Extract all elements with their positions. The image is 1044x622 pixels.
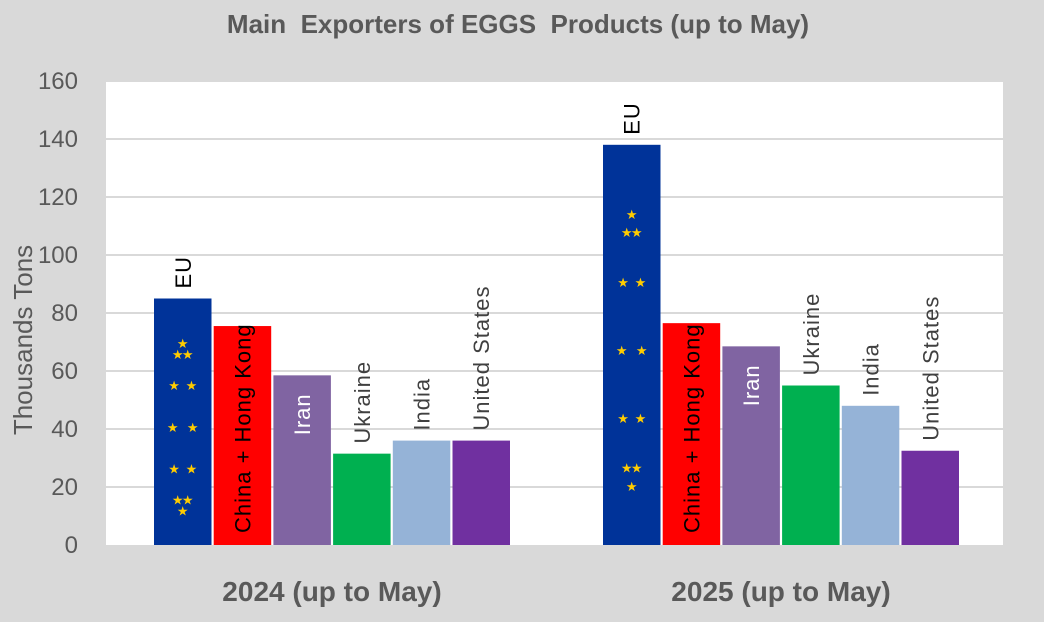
bar-label: China + Hong Kong: [679, 323, 704, 533]
eu-star-icon: ★: [177, 336, 189, 351]
bar-label: EU: [171, 256, 196, 289]
y-tick-label: 120: [38, 184, 78, 211]
bar-united-states-1: [452, 440, 510, 545]
eu-star-icon: ★: [168, 378, 180, 393]
bar-label: China + Hong Kong: [230, 323, 255, 533]
y-tick-label: 0: [65, 532, 78, 559]
y-tick-label: 80: [51, 300, 78, 327]
bar-label: Ukraine: [799, 293, 824, 376]
bar-ukraine-2: [782, 385, 840, 545]
eu-star-icon: ★: [187, 420, 199, 435]
bar-iran-1: [273, 375, 331, 545]
category-labels: 2024 (up to May) 2025 (up to May): [222, 576, 890, 607]
eu-star-icon: ★: [177, 504, 189, 519]
chart-title: Main Exporters of EGGS Products (up to M…: [227, 9, 809, 39]
eu-star-icon: ★: [636, 343, 648, 358]
eu-star-icon: ★: [626, 479, 638, 494]
bar-iran-2: [722, 346, 780, 545]
y-tick-label: 160: [38, 68, 78, 95]
y-tick-label: 140: [38, 126, 78, 153]
eu-star-icon: ★: [172, 347, 184, 362]
y-tick-labels: 0 20 40 60 80 100 120 140 160: [38, 68, 78, 559]
eu-star-icon: ★: [186, 378, 198, 393]
eu-star-icon: ★: [621, 225, 633, 240]
eu-star-icon: ★: [635, 275, 647, 290]
bar-ukraine-1: [333, 453, 391, 545]
bar-label: India: [859, 343, 884, 396]
y-tick-label: 100: [38, 242, 78, 269]
eu-star-icon: ★: [617, 411, 629, 426]
eu-star-icon: ★: [631, 225, 643, 240]
eu-star-icon: ★: [186, 462, 198, 477]
eu-star-icon: ★: [182, 347, 194, 362]
bar-labels: EU China + Hong Kong Iran Ukraine India Unite…: [171, 102, 944, 533]
y-tick-label: 40: [51, 416, 78, 443]
bar-china-hong-kong-1: [213, 326, 272, 545]
bar-label: India: [410, 378, 435, 431]
bar-eu-1: [154, 298, 212, 545]
bar-label: Iran: [290, 393, 315, 435]
eu-star-icon: ★: [621, 461, 633, 476]
bar-label: Iran: [739, 364, 764, 406]
eu-star-icon: ★: [617, 275, 629, 290]
bar-label: United States: [469, 286, 494, 431]
category-label: 2025 (up to May): [671, 576, 890, 607]
eu-star-icon: ★: [182, 492, 194, 507]
eu-star-icon: ★: [631, 461, 643, 476]
category-label: 2024 (up to May): [222, 576, 441, 607]
eu-star-icon: ★: [172, 492, 184, 507]
bar-india-1: [392, 440, 451, 545]
eu-star-icon: ★: [168, 462, 180, 477]
y-tick-label: 20: [51, 474, 78, 501]
y-tick-label: 60: [51, 358, 78, 385]
bar-label: EU: [620, 102, 645, 135]
eu-star-icon: ★: [626, 207, 638, 222]
bar-label: United States: [918, 296, 943, 441]
bar-united-states-2: [901, 450, 959, 545]
eu-star-icon: ★: [635, 411, 647, 426]
bar-china-hong-kong-2: [662, 323, 721, 545]
bars: ★★★★★★★★★★★★★★★★★★★★★★★★: [154, 144, 959, 546]
y-axis-label: Thousands Tons: [8, 245, 38, 435]
eu-star-icon: ★: [616, 343, 628, 358]
bar-india-2: [841, 405, 900, 545]
bar-label: Ukraine: [350, 361, 375, 444]
eu-star-icon: ★: [167, 420, 179, 435]
bar-eu-2: [603, 144, 661, 546]
